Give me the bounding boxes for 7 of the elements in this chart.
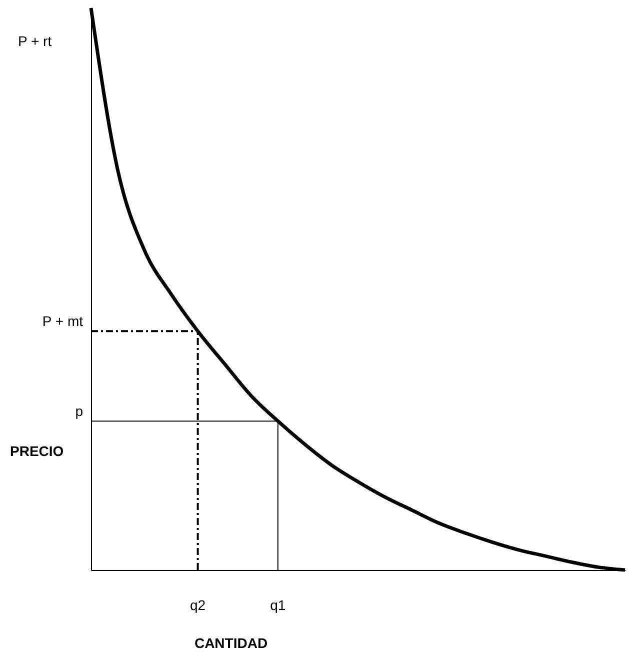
x-tick-label: q2: [190, 597, 206, 613]
text: P + rt: [18, 33, 52, 49]
y-axis-title: PRECIO: [10, 443, 64, 459]
x-tick-label: q1: [270, 597, 286, 613]
ref-line-label: p: [75, 403, 84, 420]
ref-line-label: P + mt: [42, 313, 84, 330]
x-axis-title: CANTIDAD: [194, 635, 268, 651]
